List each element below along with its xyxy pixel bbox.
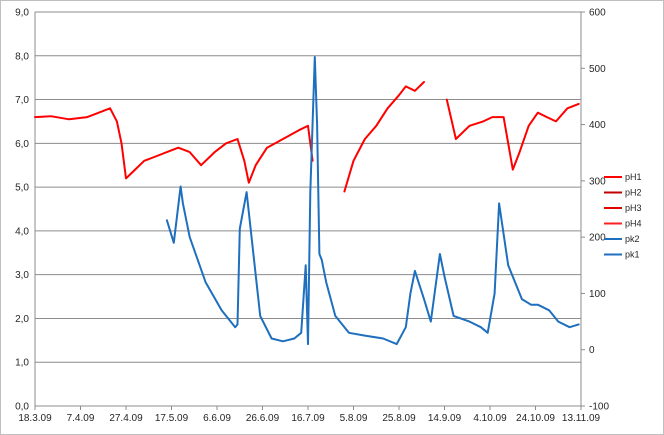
y-right-tick-label: 300 (589, 176, 606, 187)
legend-label: pH3 (625, 203, 642, 213)
y-left-tick-label: 5,0 (15, 183, 29, 194)
x-tick-label: 6.6.09 (203, 413, 231, 424)
y-left-tick-label: 0,0 (15, 402, 29, 413)
y-right-tick-label: 600 (589, 8, 606, 19)
legend-label: pH2 (625, 188, 642, 198)
gridlines (35, 11, 581, 363)
y-right-tick-label: -100 (589, 402, 609, 413)
legend-label: pH1 (625, 172, 642, 182)
y-right-tick-label: 400 (589, 120, 606, 131)
y-axis-left: 0,0 1,0 2,0 3,0 4,0 5,0 6,0 7,0 8,0 9,0 (15, 8, 29, 413)
x-tick-label: 13.11.09 (562, 413, 601, 424)
x-tick-label: 24.10.09 (516, 413, 555, 424)
y-left-tick-label: 2,0 (15, 314, 29, 325)
legend: pH1 pH2 pH3 pH4 pk2 pk1 (604, 172, 642, 260)
y-left-tick-label: 8,0 (15, 51, 29, 62)
series-line-pH3 (343, 81, 425, 193)
x-tick-label: 25.8.09 (382, 413, 416, 424)
series-line-pk2 (165, 56, 580, 346)
y-left-tick-label: 7,0 (15, 95, 29, 106)
x-axis: 18.3.09 7.4.09 27.4.09 17.5.09 6.6.09 26.6.09… (18, 406, 601, 424)
y-axis-right: -100 0 100 200 300 400 500 600 (581, 8, 609, 413)
x-tick-label: 14.9.09 (428, 413, 462, 424)
y-right-tick-label: 500 (589, 64, 606, 75)
series-layer (34, 56, 580, 346)
legend-label: pk1 (625, 250, 640, 260)
x-tick-label: 18.3.09 (18, 413, 52, 424)
series-line-pH4 (445, 98, 580, 171)
legend-label: pk2 (625, 234, 640, 244)
x-tick-label: 17.5.09 (155, 413, 189, 424)
x-tick-label: 27.4.09 (109, 413, 143, 424)
y-left-tick-label: 9,0 (15, 8, 29, 19)
y-left-tick-label: 3,0 (15, 270, 29, 281)
y-right-tick-label: 0 (589, 345, 595, 356)
x-tick-label: 5.8.09 (340, 413, 368, 424)
x-tick-label: 7.4.09 (67, 413, 95, 424)
x-tick-label: 26.6.09 (246, 413, 280, 424)
y-left-tick-label: 1,0 (15, 358, 29, 369)
legend-label: pH4 (625, 219, 642, 229)
y-left-tick-label: 4,0 (15, 226, 29, 237)
x-tick-label: 16.7.09 (291, 413, 325, 424)
y-right-tick-label: 200 (589, 233, 606, 244)
y-left-tick-label: 6,0 (15, 139, 29, 150)
series-line-pH1 (34, 107, 314, 184)
x-tick-label: 4.10.09 (473, 413, 507, 424)
y-right-tick-label: 100 (589, 289, 606, 300)
